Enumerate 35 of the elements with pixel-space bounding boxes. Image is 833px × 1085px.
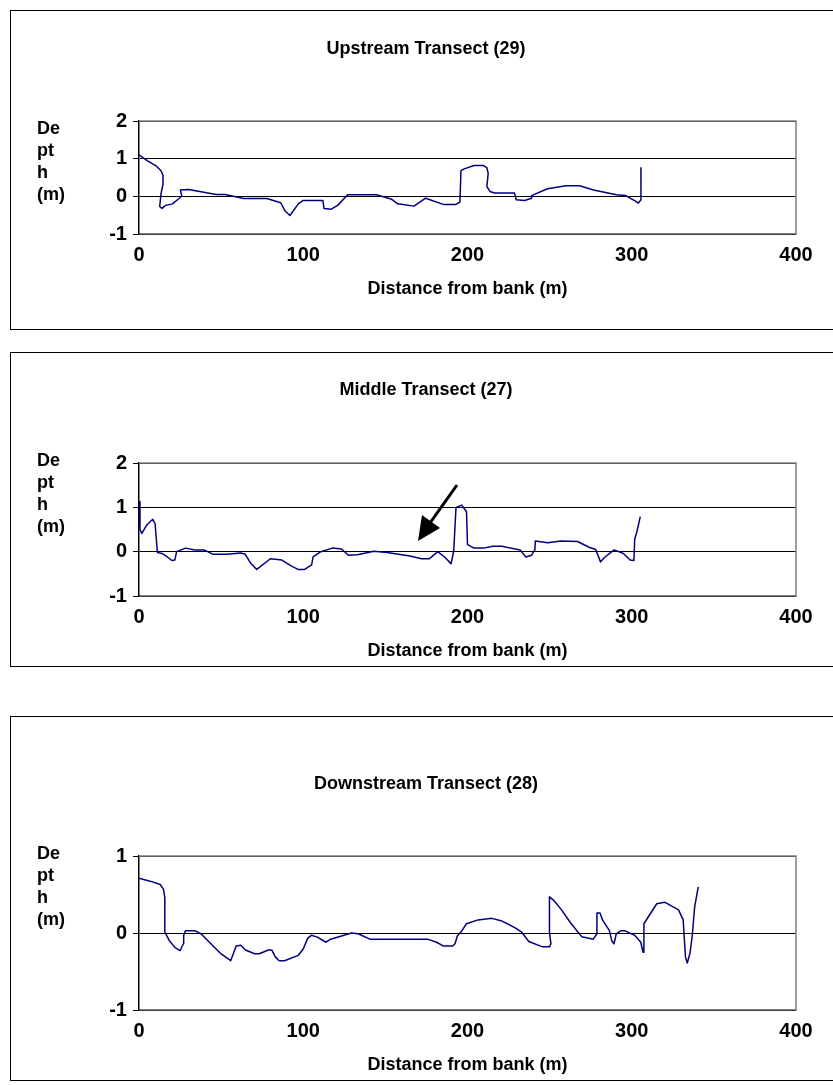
- y-tick-label: 0: [115, 539, 127, 562]
- chart-title: Downstream Transect (28): [312, 773, 540, 794]
- chart-title: Middle Transect (27): [338, 379, 514, 400]
- x-tick-label: 100: [286, 1018, 320, 1041]
- x-tick-label: 400: [779, 242, 813, 265]
- x-tick-label: 300: [615, 1018, 649, 1041]
- x-tick-label: 0: [133, 242, 145, 265]
- x-tick-label: 300: [615, 604, 649, 627]
- y-tick-label: -1: [109, 997, 127, 1020]
- y-tick-label: 1: [115, 494, 127, 517]
- x-tick-label: 0: [133, 604, 145, 627]
- x-axis-title: Distance from bank (m): [367, 640, 568, 661]
- y-tick-label: 1: [115, 146, 127, 169]
- x-tick-label: 100: [286, 242, 320, 265]
- y-tick-label: 0: [115, 920, 127, 943]
- x-axis-title: Distance from bank (m): [367, 278, 568, 299]
- y-tick-label: 1: [115, 843, 127, 866]
- x-tick-label: 300: [615, 242, 649, 265]
- x-tick-label: 200: [450, 242, 485, 265]
- y-tick-label: 2: [115, 108, 127, 131]
- x-tick-label: 0: [133, 1018, 145, 1041]
- x-tick-label: 100: [286, 604, 320, 627]
- x-tick-label: 200: [450, 604, 485, 627]
- chart-title: Upstream Transect (29): [325, 38, 527, 59]
- y-tick-label: -1: [109, 221, 127, 244]
- y-axis-title: Depth (m): [37, 842, 65, 930]
- x-tick-label: 400: [779, 1018, 813, 1041]
- y-tick-label: -1: [109, 583, 127, 606]
- x-tick-label: 200: [450, 1018, 485, 1041]
- x-axis-title: Distance from bank (m): [367, 1054, 568, 1075]
- y-tick-label: 2: [115, 450, 127, 473]
- x-tick-label: 400: [779, 604, 813, 627]
- y-axis-title: Depth (m): [37, 117, 65, 205]
- y-axis-title: Depth (m): [37, 449, 65, 537]
- y-tick-label: 0: [115, 183, 127, 206]
